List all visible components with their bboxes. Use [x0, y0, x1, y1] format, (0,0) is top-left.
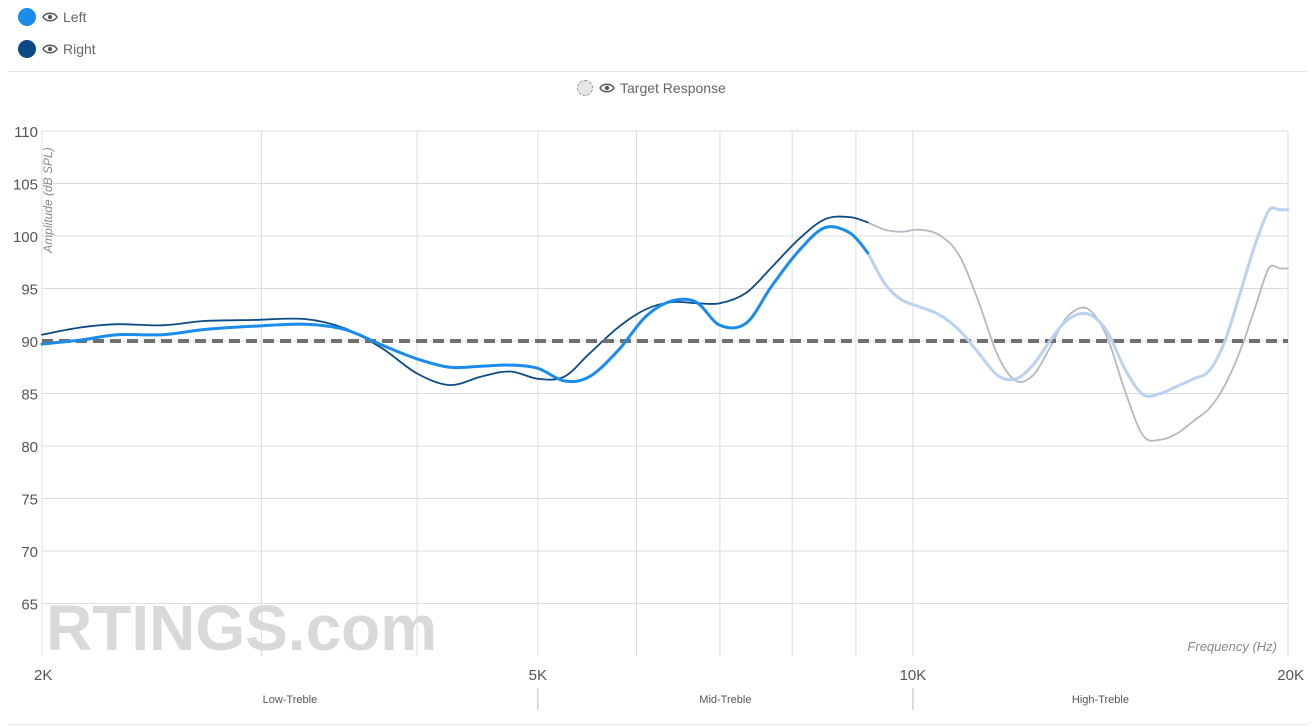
left-color-dot: [18, 8, 36, 26]
y-tick-label: 110: [14, 124, 38, 141]
band-label: High-Treble: [1072, 694, 1129, 706]
y-tick-label: 85: [21, 387, 38, 404]
x-tick-label: 10K: [900, 667, 927, 684]
y-tick-label: 80: [21, 439, 38, 456]
y-tick-label: 70: [21, 544, 38, 561]
band-label: Mid-Treble: [699, 694, 751, 706]
series-lines: [40, 206, 1290, 442]
watermark: RTINGS.com: [46, 592, 437, 664]
x-tick-labels: 2K 5K 10K 20K: [34, 667, 1304, 684]
legend-item-left[interactable]: Left: [18, 7, 86, 27]
eye-icon[interactable]: [42, 11, 58, 23]
series-line-right: [41, 215, 869, 387]
right-color-dot: [18, 40, 36, 58]
chart-grid: [41, 130, 1289, 656]
x-axis-label: Frequency (Hz): [1187, 639, 1277, 654]
y-tick-label: 90: [21, 334, 38, 351]
bottom-divider: [8, 724, 1307, 725]
legend-item-target[interactable]: Target Response: [577, 78, 726, 98]
y-tick-label: 95: [21, 282, 38, 299]
y-tick-label: 100: [13, 229, 38, 246]
legend-label-target: Target Response: [620, 80, 726, 96]
band-label: Low-Treble: [263, 694, 318, 706]
legend-label-right: Right: [63, 41, 96, 57]
series-line-right-faded: [866, 221, 1289, 442]
eye-icon[interactable]: [42, 43, 58, 55]
x-tick-label: 5K: [529, 667, 547, 684]
legend-label-left: Left: [63, 9, 87, 25]
x-tick-label: 2K: [34, 667, 52, 684]
band-labels: Low-Treble Mid-Treble High-Treble: [263, 688, 1129, 710]
y-tick-label: 105: [13, 177, 38, 194]
legend-divider: [8, 71, 1307, 72]
y-axis-label: Amplitude (dB SPL): [41, 147, 55, 253]
eye-icon[interactable]: [599, 82, 615, 94]
series-line-left: [40, 225, 870, 384]
y-tick-label: 65: [21, 597, 38, 614]
target-dashed-dot: [577, 80, 593, 96]
x-tick-label: 20K: [1277, 667, 1304, 684]
y-tick-label: 75: [21, 492, 38, 509]
series-line-left-faded: [866, 206, 1290, 398]
y-tick-labels: 65 70 75 80 85 90 95 100 105 110: [13, 124, 38, 614]
legend-item-right[interactable]: Right: [18, 39, 96, 59]
